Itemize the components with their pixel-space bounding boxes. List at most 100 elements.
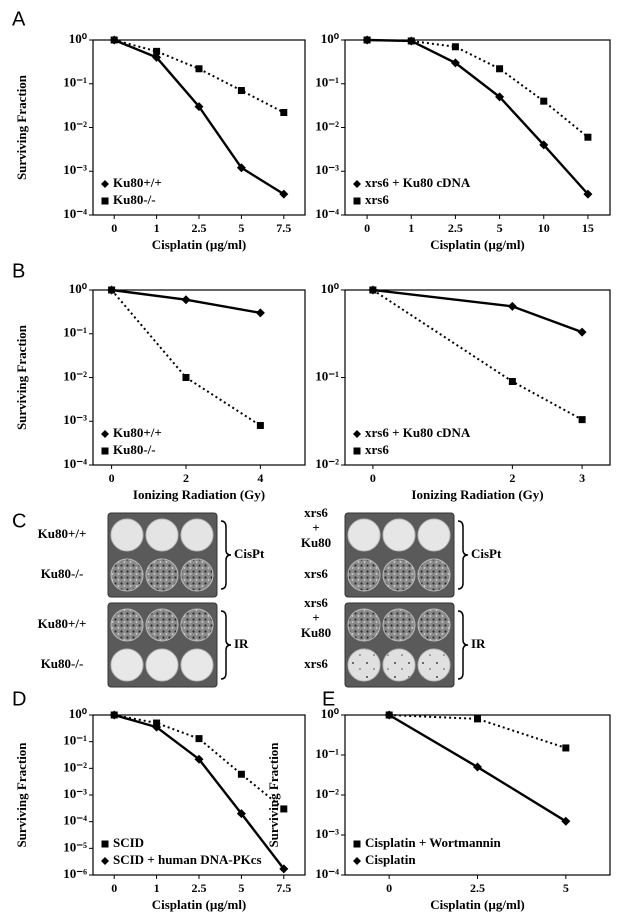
y-tick-label: 10⁻⁴ [63,206,87,221]
row-label: Ku80-/- [41,566,84,581]
y-tick-label: 10⁻¹ [315,75,339,90]
x-tick-label: 7.5 [276,881,291,895]
legend-marker [101,447,109,455]
row-label: Ku80-/- [41,656,84,671]
legend-marker [353,180,361,188]
legend-marker [101,197,109,205]
x-tick-label: 3 [579,471,585,485]
x-tick-label: 5 [238,881,244,895]
well [110,518,144,552]
y-tick-label: 10⁻¹ [63,325,87,340]
brace [457,610,469,680]
well [382,558,416,592]
panel-label: B [12,260,25,282]
well [110,558,144,592]
legend-label: xrs6 [365,442,389,457]
series-line [113,38,285,196]
legend-marker [101,430,109,438]
row-label: xrs6 [304,566,328,581]
x-tick-label: 5 [563,881,569,895]
x-tick-label: 2.5 [470,881,485,895]
marker [562,744,570,752]
x-tick-label: 2.5 [448,221,463,235]
marker [110,36,118,44]
row-label: xrs6 [304,656,328,671]
well [145,518,179,552]
well [180,558,214,592]
marker [578,416,586,424]
y-axis-title: Surviving Fraction [14,74,29,180]
marker [540,97,548,105]
well [382,648,416,682]
y-tick-label: 10⁻³ [315,162,339,177]
well [180,518,214,552]
x-axis-title: Ionizing Radiation (Gy) [133,487,265,502]
x-tick-label: 2 [183,471,189,485]
marker [236,163,246,173]
x-tick-label: 2 [509,471,515,485]
marker [508,378,516,386]
treatment-label: CisPt [471,546,502,561]
marker [473,762,482,772]
y-tick-label: 10⁻² [315,118,339,133]
x-tick-label: 15 [582,221,594,235]
y-tick-label: 10⁻¹ [63,733,87,748]
legend-marker [353,430,361,438]
well [347,648,381,682]
y-tick-label: 10⁻⁴ [315,866,339,881]
well [382,518,416,552]
well [145,608,179,642]
marker [152,52,162,62]
y-tick-label: 10⁻⁶ [63,866,87,881]
y-axis-title: Surviving Fraction [14,324,29,430]
series-line [110,289,261,427]
series-line [367,38,589,195]
row-label: xrs6 [304,595,328,610]
marker [108,286,116,294]
series-line [114,714,285,810]
x-axis-title: Ionizing Radiation (Gy) [411,487,543,502]
y-tick-label: 10⁻⁴ [63,456,87,471]
well [347,518,381,552]
marker [181,295,191,305]
x-tick-label: 1 [154,881,160,895]
panel-label: E [322,688,335,710]
y-tick-label: 10⁻² [315,456,339,471]
x-tick-label: 0 [364,221,370,235]
marker [153,47,161,55]
y-tick-label: 10⁻¹ [63,75,87,90]
well [382,608,416,642]
marker [236,809,246,819]
legend-marker [101,857,109,865]
marker [195,65,203,73]
marker [384,710,394,720]
brace [220,520,232,590]
marker [279,189,289,199]
well [180,648,214,682]
x-axis-title: Cisplatin (µg/ml) [152,897,247,912]
series-line [389,714,567,749]
y-tick-label: 10⁻³ [315,826,339,841]
row-label: Ku80 [301,535,331,550]
treatment-label: IR [471,636,486,651]
series-line [372,288,583,334]
well [417,558,451,592]
marker [152,722,162,732]
y-tick-label: 10⁻² [63,118,87,133]
legend-label: SCID [113,835,144,850]
row-label: + [312,520,319,535]
y-tick-label: 10⁻⁵ [63,839,87,854]
well [417,648,451,682]
legend-label: SCID + human DNA-PKcs [113,852,262,867]
marker [280,109,288,117]
x-tick-label: 0 [111,881,117,895]
legend-marker [353,197,361,205]
x-tick-label: 7.5 [276,221,291,235]
y-axis-title: Surviving Fraction [14,742,29,848]
y-tick-label: 10⁰ [69,31,88,46]
y-tick-label: 10⁻² [63,368,87,383]
y-tick-label: 10⁻² [315,786,339,801]
legend-label: Ku80-/- [113,192,156,207]
well [145,558,179,592]
